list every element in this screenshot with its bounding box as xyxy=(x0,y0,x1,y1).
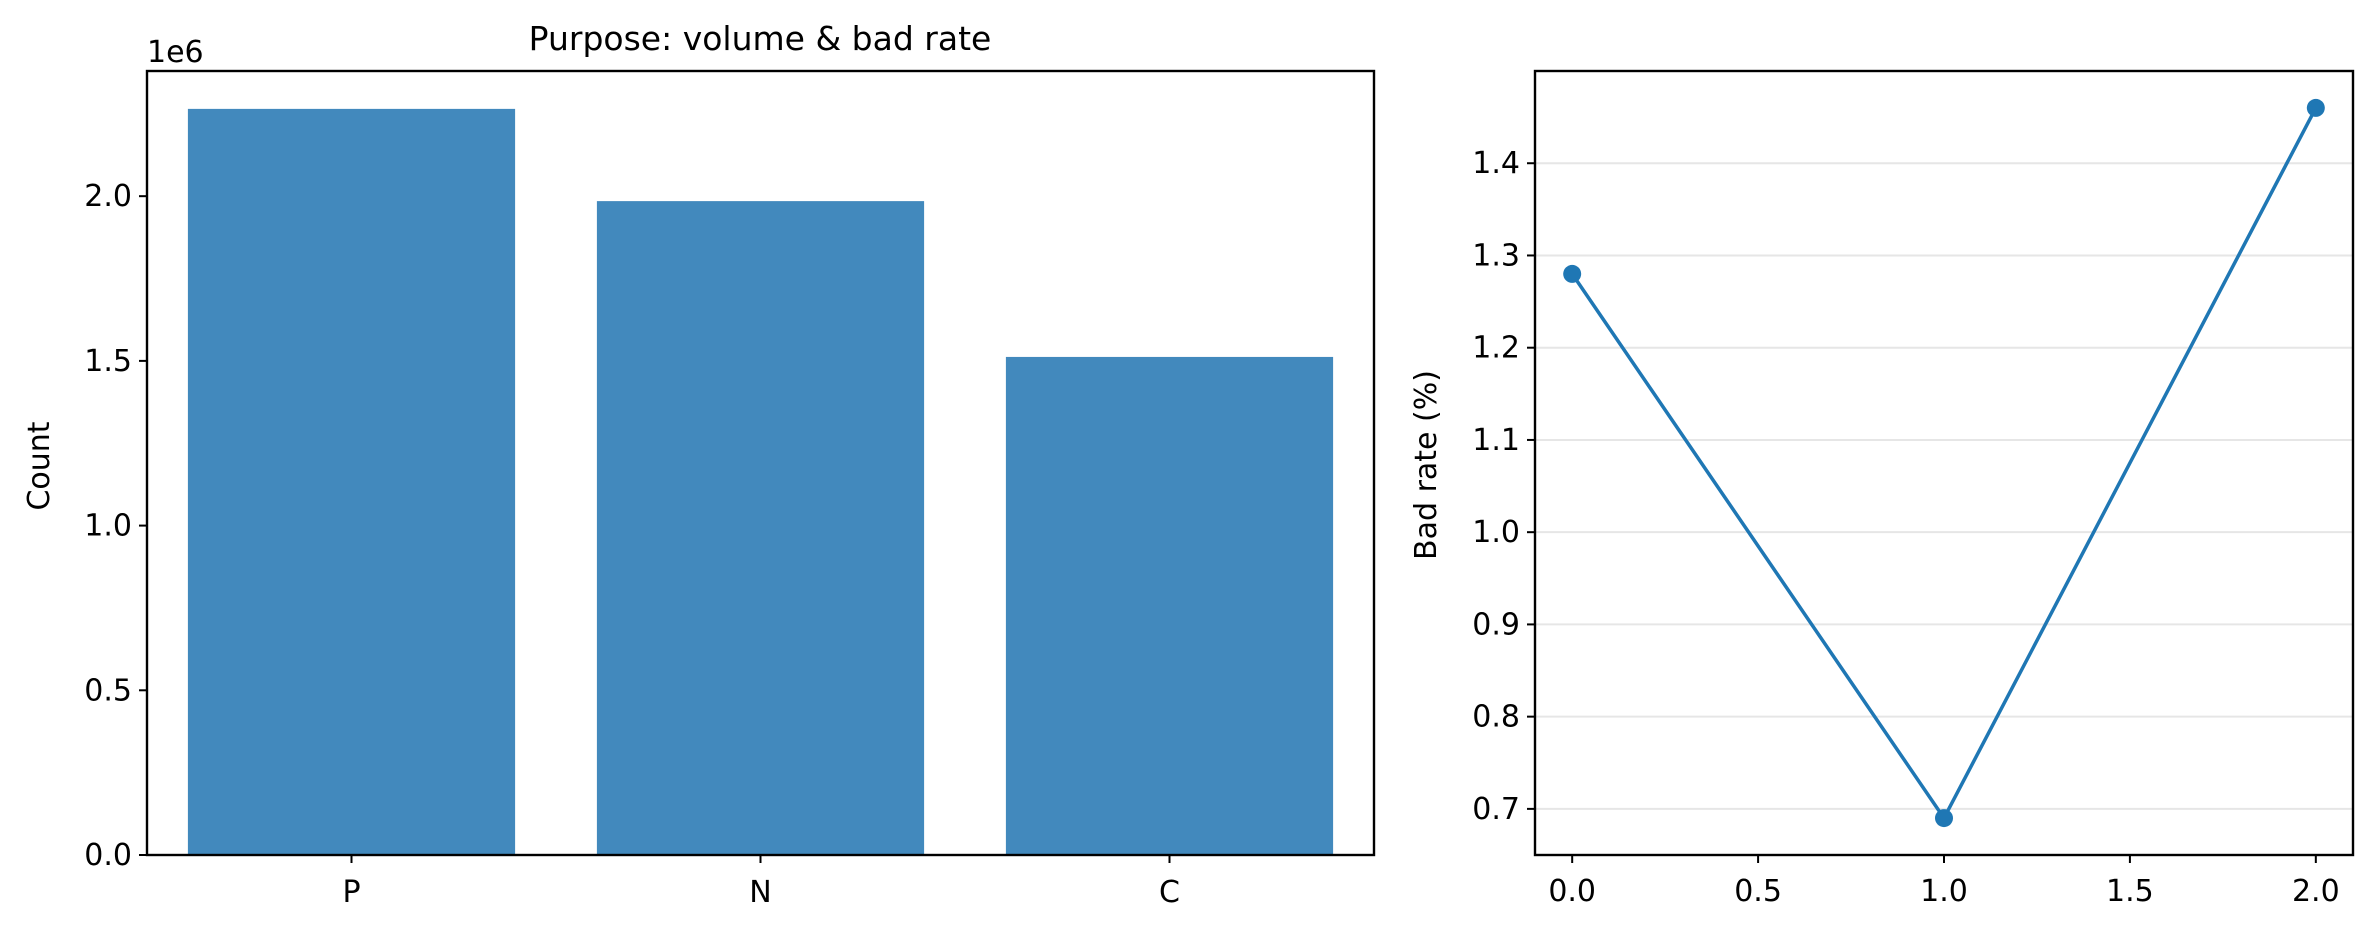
line-chart-x-tick-label: 1.0 xyxy=(1920,874,1968,909)
bar-chart-y-tick-label: 1.0 xyxy=(84,509,132,544)
bar-chart-y-axis-label: Count xyxy=(22,421,57,510)
bar-chart-x-tick-label: N xyxy=(749,875,771,910)
line-chart-y-tick-label: 1.0 xyxy=(1472,515,1520,550)
bar-chart-y-tick-label: 2.0 xyxy=(84,179,132,214)
bar-chart-y-ticks: 0.0 0.5 1.0 1.5 2.0 xyxy=(84,179,147,873)
line-chart-panel: Bad rate (%) 0.7 0.8 0.9 1.0 1.1 1.2 1.3 1.4 0.… xyxy=(1409,69,2355,909)
bar-P xyxy=(187,108,516,856)
line-chart-x-tick-label: 2.0 xyxy=(2292,874,2340,909)
bar-chart-x-tick-label: P xyxy=(342,875,360,910)
bar-C xyxy=(1005,356,1334,855)
line-chart-y-tick-label: 0.9 xyxy=(1472,607,1520,642)
bar-chart-panel: Purpose: volume & bad rate 1e6 Count 0.0… xyxy=(22,19,1376,910)
line-chart-series xyxy=(1563,98,2325,828)
bar-chart-y-tick-label: 0.5 xyxy=(84,673,132,708)
line-chart-y-tick-label: 1.2 xyxy=(1472,331,1520,366)
bad-rate-point xyxy=(1563,264,1582,283)
bad-rate-point xyxy=(1935,809,1953,828)
bar-chart-y-tick-label: 1.5 xyxy=(84,344,132,379)
line-chart-y-ticks: 0.7 0.8 0.9 1.0 1.1 1.2 1.3 1.4 xyxy=(1472,146,1535,827)
line-chart-x-tick-label: 1.5 xyxy=(2106,874,2154,909)
bar-chart-axes-frame xyxy=(145,69,1376,857)
bar-chart-y-offset-label: 1e6 xyxy=(147,35,204,70)
bar-chart-title: Purpose: volume & bad rate xyxy=(529,19,992,58)
bar-N xyxy=(596,201,925,855)
line-chart-x-tick-label: 0.0 xyxy=(1548,874,1596,909)
line-chart-y-tick-label: 0.8 xyxy=(1472,700,1520,735)
line-chart-y-tick-label: 1.4 xyxy=(1472,146,1520,181)
line-chart-y-tick-label: 1.1 xyxy=(1472,423,1520,458)
bar-chart-y-tick-label: 0.0 xyxy=(84,838,132,873)
bad-rate-point xyxy=(2306,98,2325,117)
line-chart-x-ticks: 0.0 0.5 1.0 1.5 2.0 xyxy=(1548,855,2340,909)
line-chart-x-tick-label: 0.5 xyxy=(1734,874,1782,909)
line-chart-grid xyxy=(1535,162,2353,810)
line-chart-axes-frame xyxy=(1533,69,2355,857)
line-chart-y-axis-label: Bad rate (%) xyxy=(1409,370,1444,560)
line-chart-y-tick-label: 0.7 xyxy=(1472,792,1520,827)
bar-chart-x-tick-label: C xyxy=(1159,875,1180,910)
bar-chart-bars xyxy=(187,108,1334,856)
line-chart-y-tick-label: 1.3 xyxy=(1472,238,1520,273)
